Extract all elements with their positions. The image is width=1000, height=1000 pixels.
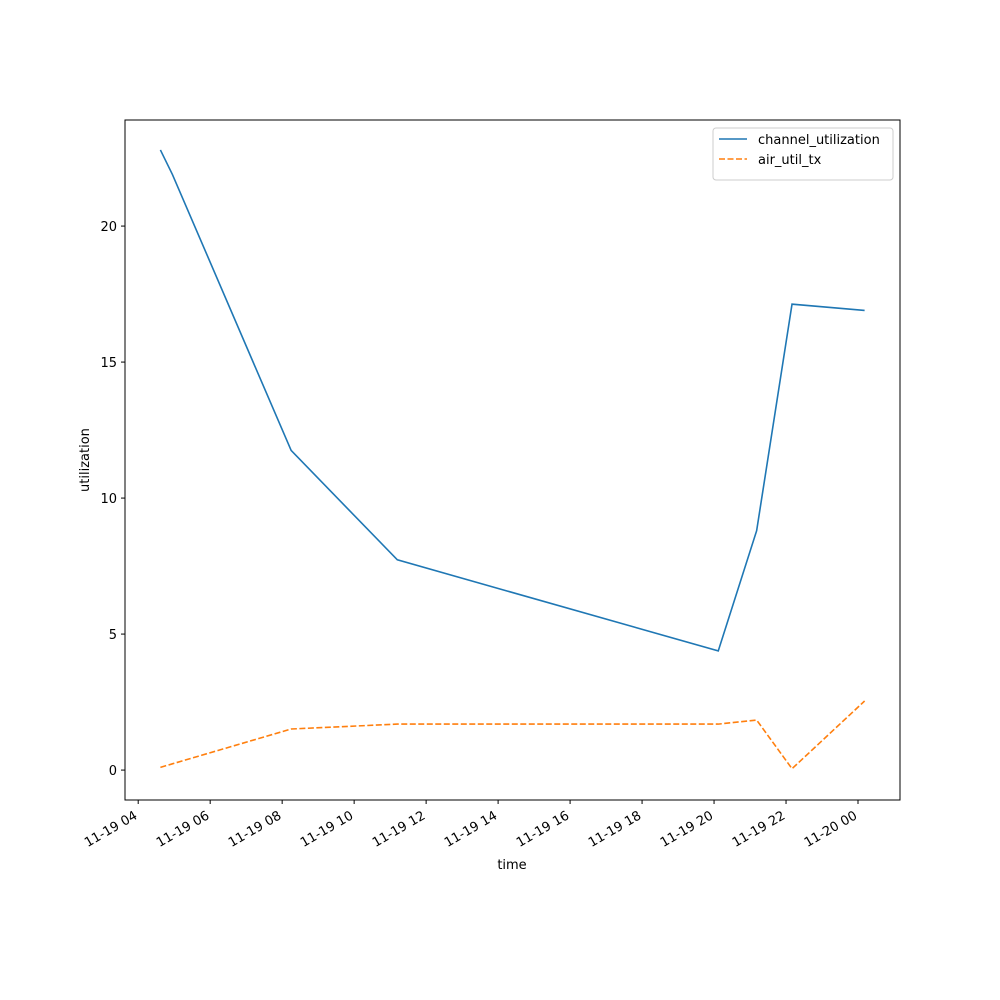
series-line [159, 149, 865, 652]
x-tick-label: 11-19 04 [82, 808, 140, 850]
legend-label: air_util_tx [758, 153, 822, 168]
x-tick-label: 11-19 06 [154, 808, 212, 850]
plot-frame [124, 119, 901, 801]
legend-box [712, 127, 894, 181]
y-tick-label: 5 [109, 628, 117, 643]
x-tick-label: 11-19 12 [370, 808, 428, 850]
y-tick-label: 10 [100, 492, 117, 507]
x-tick-label: 11-19 14 [442, 808, 500, 850]
y-tick-label: 0 [109, 764, 117, 779]
series-line [160, 700, 866, 770]
x-tick-label: 11-19 18 [586, 808, 644, 850]
x-tick-label: 11-19 22 [730, 808, 788, 850]
x-tick-label: 11-19 08 [226, 808, 284, 850]
x-tick-label: 11-19 10 [298, 808, 356, 850]
x-axis-label: time [497, 858, 526, 873]
x-tick-label: 11-19 16 [514, 808, 572, 850]
x-tick-label: 11-20 00 [802, 808, 860, 850]
y-tick-label: 20 [100, 220, 117, 235]
x-tick-label: 11-19 20 [658, 808, 716, 850]
y-tick-label: 15 [100, 356, 117, 371]
legend-label: channel_utilization [758, 133, 880, 148]
y-axis-label: utilization [78, 428, 93, 492]
